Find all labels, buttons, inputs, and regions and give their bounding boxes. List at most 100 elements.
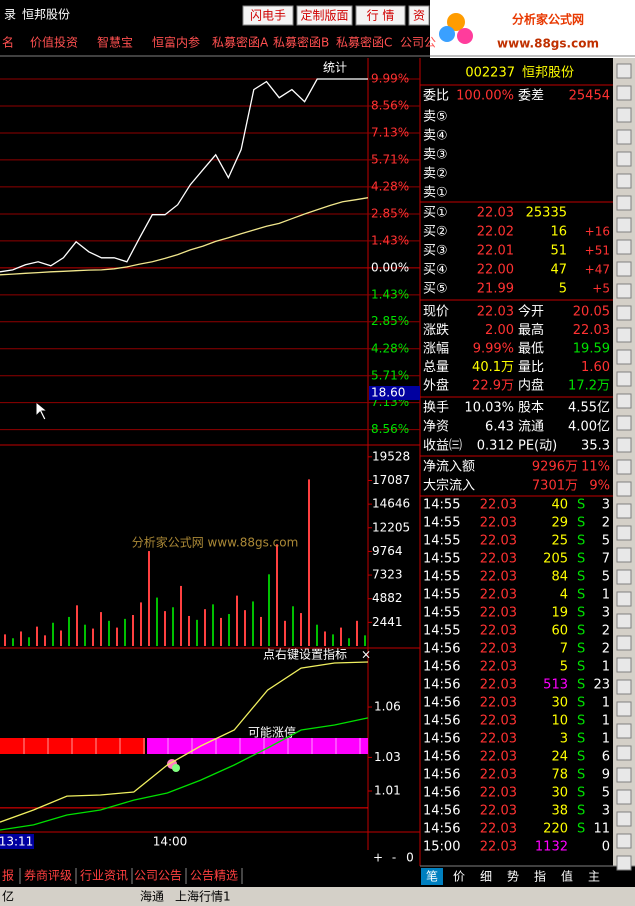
volume-bar: [268, 574, 270, 646]
indicator-title: 点右键设置指标: [263, 647, 347, 662]
toolbar-icon[interactable]: [616, 107, 632, 123]
toolbar-button[interactable]: [296, 5, 353, 26]
toolbar-icon[interactable]: [616, 129, 632, 145]
volume-bar: [36, 626, 38, 646]
quote-value: 25454: [569, 89, 610, 104]
menu-item[interactable]: 公司公: [400, 36, 436, 50]
bottom-tab[interactable]: 行业资讯: [80, 869, 128, 883]
volume-bar: [228, 614, 230, 646]
menu-item[interactable]: 智慧宝: [97, 35, 133, 50]
volume-bar: [116, 627, 118, 646]
toolbar-icon[interactable]: [616, 789, 632, 805]
toolbar-icon[interactable]: [616, 503, 632, 519]
toolbar-icon[interactable]: [616, 701, 632, 717]
time-cursor-box: [0, 834, 34, 849]
stat-label: PE(动): [518, 439, 557, 454]
zoom-button[interactable]: 0: [406, 851, 414, 865]
toolbar-icon[interactable]: [616, 481, 632, 497]
flow-label: 大宗流入: [423, 478, 475, 494]
toolbar-icon[interactable]: [616, 415, 632, 431]
stat-value: 19.59: [573, 342, 610, 357]
toolbar-button[interactable]: [408, 5, 430, 26]
toolbar-icon[interactable]: [616, 173, 632, 189]
mouse-cursor: [35, 400, 49, 421]
stat-value: 2.00: [485, 323, 514, 338]
volume-bar: [300, 613, 302, 646]
toolbar-icon[interactable]: [616, 327, 632, 343]
toolbar-icon[interactable]: [616, 437, 632, 453]
tick-time: 14:55: [423, 606, 460, 621]
tick-count: 1: [602, 714, 610, 729]
quote-tab[interactable]: 细: [480, 870, 492, 884]
toolbar-icon[interactable]: [616, 151, 632, 167]
toolbar-icon[interactable]: [616, 569, 632, 585]
quote-tab[interactable]: 价: [453, 870, 465, 884]
toolbar-icon[interactable]: [616, 239, 632, 255]
y-tick-label: 2.85%: [371, 206, 409, 220]
y-tick-label: 0.00%: [371, 260, 409, 274]
volume-bar: [76, 605, 78, 646]
toolbar-icon[interactable]: [616, 305, 632, 321]
toolbar-icon[interactable]: [616, 811, 632, 827]
watermark: 分析家公式网 www.88gs.com: [132, 535, 299, 550]
toolbar-icon[interactable]: [616, 525, 632, 541]
toolbar-icon[interactable]: [616, 217, 632, 233]
bid-price: 22.01: [477, 244, 514, 259]
y-tick-label: 17087: [372, 473, 410, 487]
bottom-tab[interactable]: 公司公告: [134, 869, 182, 883]
menu-item[interactable]: 价值投资: [30, 35, 78, 50]
tick-count: 7: [602, 552, 610, 567]
y-tick-label: 19528: [372, 449, 410, 463]
toolbar-icon[interactable]: [616, 635, 632, 651]
toolbar-icon[interactable]: [616, 591, 632, 607]
tick-time: 15:00: [423, 840, 460, 855]
tick-side: S: [577, 660, 585, 675]
toolbar-icon[interactable]: [616, 195, 632, 211]
tick-time: 14:55: [423, 570, 460, 585]
toolbar-icon[interactable]: [616, 723, 632, 739]
menu-item[interactable]: 恒富内参: [152, 35, 200, 50]
quote-tab[interactable]: 值: [561, 869, 573, 884]
menu-item[interactable]: 私募密函A: [212, 35, 269, 50]
toolbar-icon[interactable]: [616, 283, 632, 299]
toolbar-icon[interactable]: [616, 349, 632, 365]
volume-bar: [44, 635, 46, 646]
toolbar-icon[interactable]: [616, 613, 632, 629]
menu-item[interactable]: 私募密函C: [336, 35, 392, 50]
toolbar-icon[interactable]: [616, 85, 632, 101]
bottom-tab[interactable]: 券商评级: [24, 868, 72, 883]
toolbar-icon[interactable]: [616, 855, 632, 871]
tick-time: 14:55: [423, 534, 460, 549]
stat-value: 4.55亿: [568, 401, 610, 416]
toolbar-icon[interactable]: [616, 679, 632, 695]
toolbar-icon[interactable]: [616, 657, 632, 673]
toolbar-button[interactable]: [242, 5, 294, 26]
toolbar-icon[interactable]: [616, 63, 632, 79]
tick-volume: 1132: [535, 840, 568, 855]
menu-item[interactable]: 私募密函B: [273, 35, 329, 50]
bottom-tab[interactable]: 报: [2, 868, 14, 883]
toolbar-icon[interactable]: [616, 261, 632, 277]
quote-tab[interactable]: 势: [507, 870, 519, 884]
bottom-tab[interactable]: 公告精选: [190, 869, 238, 883]
zoom-button[interactable]: -: [392, 851, 396, 865]
tick-side: S: [577, 570, 585, 585]
toolbar-icon[interactable]: [616, 371, 632, 387]
y-tick-label: 4.28%: [371, 341, 409, 355]
quote-tab[interactable]: 主: [588, 870, 600, 884]
toolbar-icon[interactable]: [616, 767, 632, 783]
toolbar-icon[interactable]: [616, 833, 632, 849]
toolbar-icon[interactable]: [616, 459, 632, 475]
volume-bar: [204, 609, 206, 646]
quote-tab[interactable]: 指: [534, 869, 546, 884]
toolbar-button[interactable]: [355, 5, 406, 26]
y-tick-label: 9764: [372, 544, 403, 558]
quote-tab[interactable]: 笔: [426, 869, 438, 884]
toolbar-icon[interactable]: [616, 393, 632, 409]
tick-time: 14:55: [423, 516, 460, 531]
zoom-button[interactable]: +: [373, 851, 383, 865]
menu-item[interactable]: 名: [2, 35, 14, 50]
toolbar-icon[interactable]: [616, 547, 632, 563]
stat-value: 6.43: [485, 420, 514, 435]
toolbar-icon[interactable]: [616, 745, 632, 761]
